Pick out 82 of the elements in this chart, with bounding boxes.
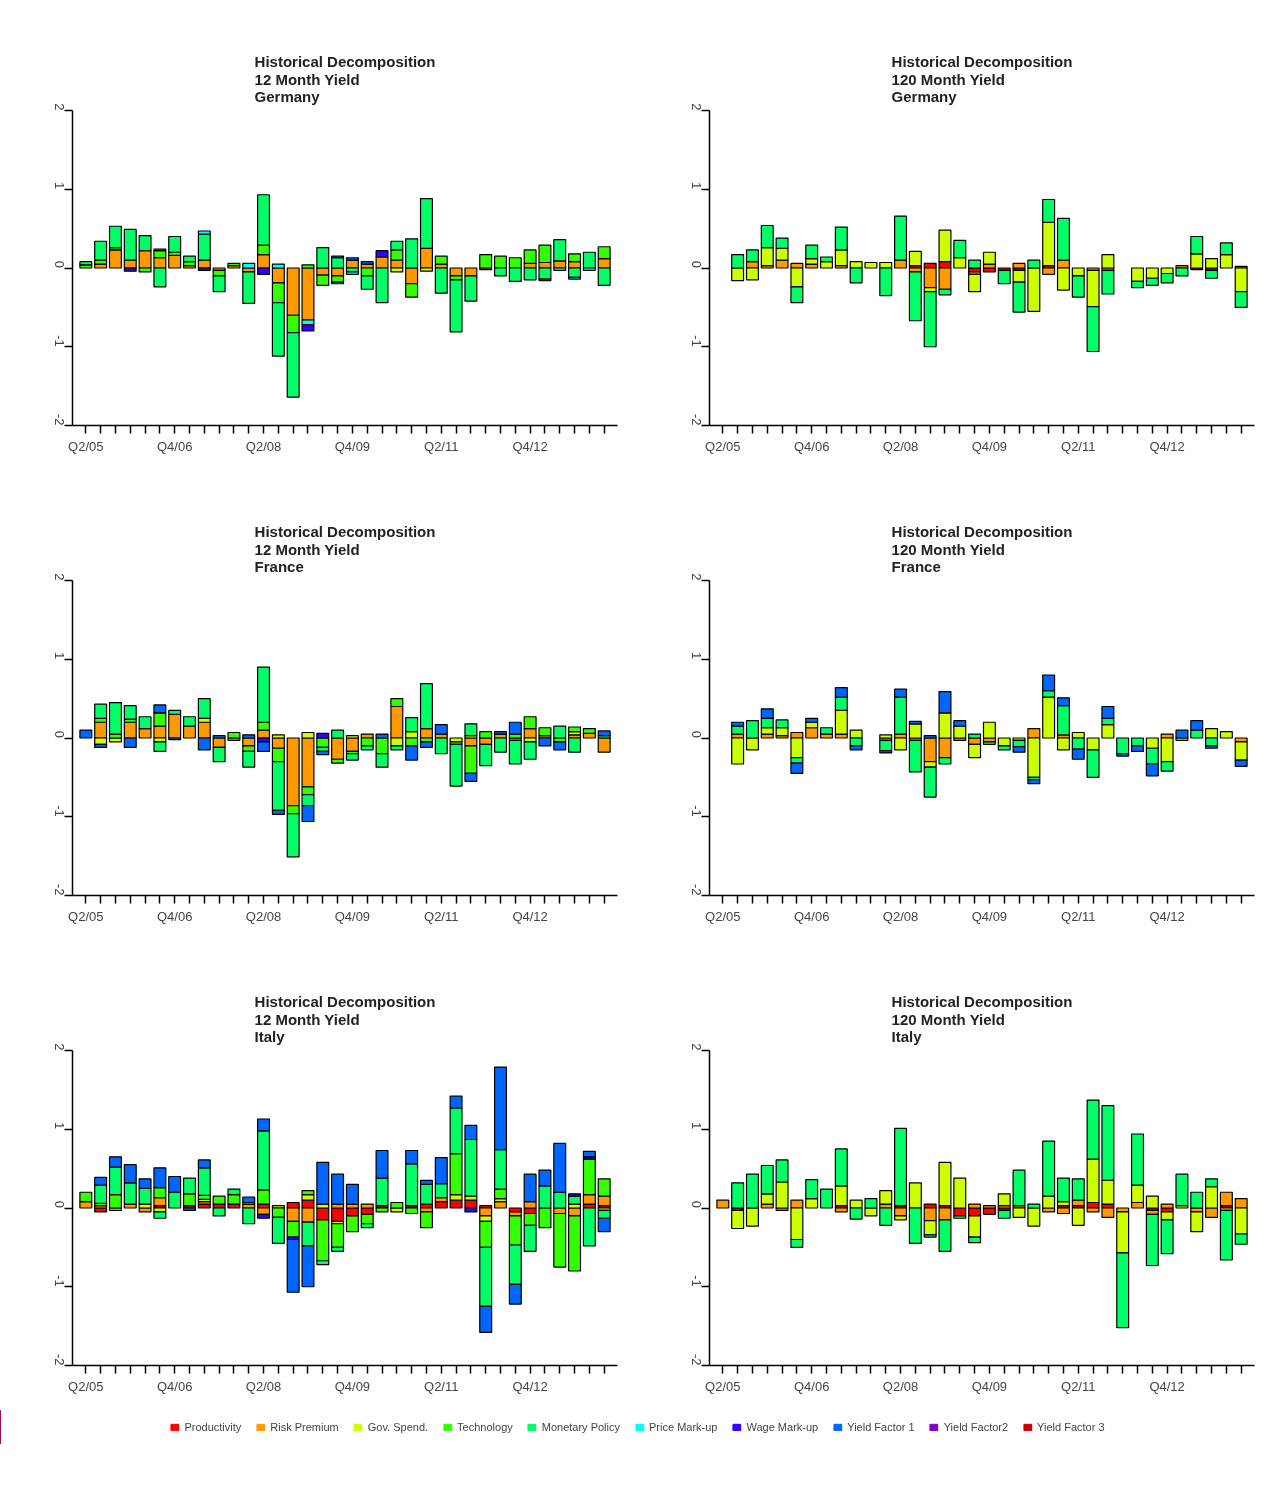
y-tick-label: -2 (689, 883, 704, 896)
x-tick-label: Q2/05 (68, 1378, 104, 1394)
x-tick-label: Q2/08 (245, 1378, 282, 1394)
y-tick-label: 2 (689, 103, 704, 111)
y-tick-label: 1 (689, 652, 704, 660)
x-tick-label: Q2/08 (882, 908, 919, 924)
y-tick-label: 2 (689, 573, 704, 581)
y-tick-label: 2 (52, 573, 67, 581)
y-tick-label: -1 (689, 335, 704, 347)
legend-label: Yield Factor 1 (847, 1421, 915, 1433)
x-tick-label: Q2/11 (1061, 908, 1096, 924)
x-tick-label: Q2/11 (1061, 438, 1096, 454)
x-tick-label: Q4/06 (156, 1378, 193, 1394)
y-tick-label: 0 (689, 1200, 704, 1208)
legend-label: Wage Mark-up (746, 1421, 819, 1433)
x-tick-label: Q4/12 (1149, 438, 1185, 454)
legend-label: Yield Factor2 (943, 1421, 1009, 1433)
x-tick-label: Q2/05 (705, 908, 741, 924)
y-tick-label: 2 (52, 103, 67, 111)
x-tick-label: Q2/05 (705, 438, 741, 454)
x-tick-label: Q4/06 (793, 1378, 830, 1394)
x-tick-label: Q4/06 (156, 438, 193, 454)
x-tick-label: Q4/09 (334, 1378, 371, 1394)
chart-title: Historical Decomposition 120 Month Yield France (891, 522, 1073, 576)
x-tick-label: Q2/11 (424, 438, 459, 454)
legend-label: Gov. Spend. (367, 1421, 429, 1433)
x-tick-label: Q4/06 (793, 908, 830, 924)
y-tick-label: 0 (52, 730, 67, 738)
x-tick-label: Q2/08 (245, 438, 282, 454)
y-tick-label: -1 (52, 335, 67, 347)
y-tick-label: -1 (689, 1275, 704, 1287)
x-tick-label: Q4/06 (793, 438, 830, 454)
chart-title: Historical Decomposition 120 Month Yield Germany (891, 52, 1073, 106)
x-tick-label: Q4/12 (512, 1378, 548, 1394)
y-tick-label: 2 (689, 1043, 704, 1051)
chart-title: Historical Decomposition 12 Month Yield Italy (254, 992, 436, 1046)
x-tick-label: Q4/09 (334, 908, 371, 924)
x-tick-label: Q2/08 (882, 1378, 919, 1394)
x-tick-label: Q4/09 (971, 908, 1008, 924)
y-tick-label: 1 (52, 1122, 67, 1130)
y-tick-label: 1 (52, 652, 67, 660)
x-tick-label: Q2/08 (882, 438, 919, 454)
x-tick-label: Q2/08 (245, 908, 282, 924)
x-tick-label: Q4/06 (156, 908, 193, 924)
x-tick-label: Q4/09 (971, 438, 1008, 454)
legend-label: Yield Factor 3 (1037, 1421, 1105, 1433)
y-tick-label: 2 (52, 1043, 67, 1051)
y-tick-label: 1 (689, 1122, 704, 1130)
x-tick-label: Q4/12 (1149, 1378, 1185, 1394)
chart-title: Historical Decomposition 12 Month Yield France (254, 522, 436, 576)
x-tick-label: Q2/05 (68, 908, 104, 924)
legend-label: Price Mark-up (649, 1421, 718, 1433)
legend-label: Technology (457, 1421, 513, 1433)
y-tick-label: -2 (52, 883, 67, 896)
y-tick-label: 0 (52, 260, 67, 268)
x-tick-label: Q2/11 (424, 908, 459, 924)
legend-label: Productivity (184, 1421, 242, 1433)
x-tick-label: Q2/05 (68, 438, 104, 454)
y-tick-label: 0 (52, 1200, 67, 1208)
y-tick-label: 1 (52, 182, 67, 190)
x-tick-label: Q4/12 (512, 438, 548, 454)
y-tick-label: -2 (52, 413, 67, 426)
legend-label: Monetary Policy (541, 1421, 621, 1433)
y-tick-label: -2 (52, 1353, 67, 1366)
y-tick-label: 1 (689, 182, 704, 190)
x-tick-label: Q2/11 (424, 1378, 459, 1394)
x-tick-label: Q4/12 (1149, 908, 1185, 924)
y-tick-label: -1 (52, 805, 67, 817)
y-tick-label: 0 (689, 730, 704, 738)
y-tick-label: -1 (689, 805, 704, 817)
legend-label: Risk Premium (270, 1421, 339, 1433)
x-tick-label: Q2/11 (1061, 1378, 1096, 1394)
y-tick-label: -2 (689, 1353, 704, 1366)
x-tick-label: Q4/09 (334, 438, 371, 454)
chart-title: Historical Decomposition 120 Month Yield Italy (891, 992, 1073, 1046)
y-tick-label: 0 (689, 260, 704, 268)
x-tick-label: Q2/05 (705, 1378, 741, 1394)
y-tick-label: -2 (689, 413, 704, 426)
chart-title: Historical Decomposition 12 Month Yield Germany (254, 52, 436, 106)
x-tick-label: Q4/12 (512, 908, 548, 924)
y-tick-label: -1 (52, 1275, 67, 1287)
x-tick-label: Q4/09 (971, 1378, 1008, 1394)
